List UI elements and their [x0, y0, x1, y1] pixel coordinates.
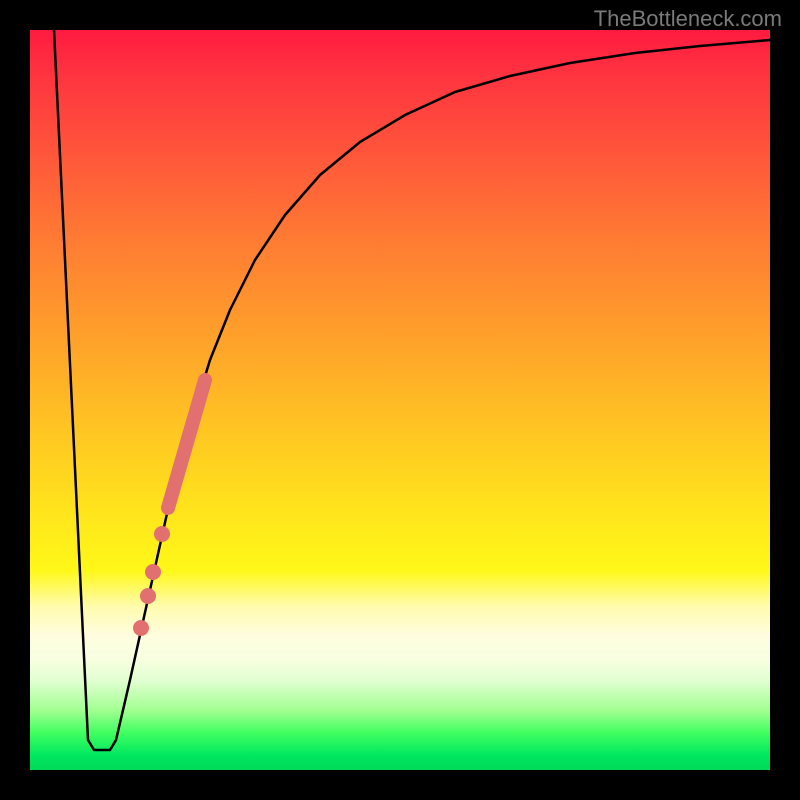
highlight-dot — [154, 526, 170, 542]
bottleneck-curve — [54, 30, 770, 750]
highlight-dot — [140, 588, 156, 604]
highlight-segment — [168, 380, 205, 508]
plot-area — [30, 30, 770, 770]
chart-svg — [30, 30, 770, 770]
watermark-text: TheBottleneck.com — [594, 6, 782, 32]
highlight-dot — [145, 564, 161, 580]
highlight-dot — [133, 620, 149, 636]
